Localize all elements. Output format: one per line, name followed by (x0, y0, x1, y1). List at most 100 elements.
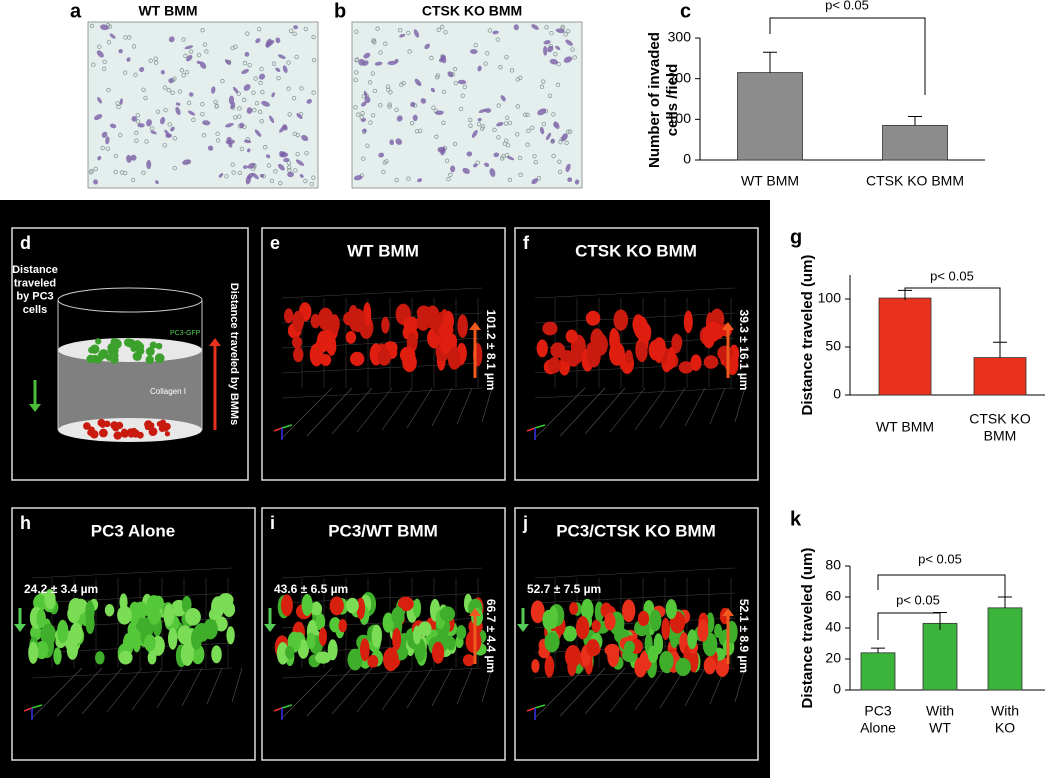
pore (354, 70, 359, 75)
pore (566, 129, 571, 134)
grid-3d (281, 287, 493, 439)
cell-blob (412, 598, 422, 618)
grid-3d-line (281, 287, 483, 299)
axis-icon (281, 424, 293, 429)
cell (126, 154, 132, 163)
x-tick-label: With KO (991, 702, 1019, 735)
pore (101, 66, 107, 71)
cell-blob (381, 316, 390, 334)
cell-blob (439, 606, 456, 622)
cell (259, 174, 265, 178)
pore (365, 143, 370, 148)
cell-blob (310, 601, 323, 616)
pore (311, 34, 316, 40)
cell-blob (132, 601, 149, 619)
pore (475, 160, 480, 165)
pore (167, 122, 172, 127)
pore (518, 172, 523, 178)
cell-blob (613, 309, 629, 331)
grid-3d-line (659, 387, 686, 429)
cell-blob (44, 589, 56, 610)
pore (495, 37, 501, 42)
pore (401, 80, 406, 86)
cell (251, 172, 259, 180)
panel-letter: b (334, 0, 346, 22)
grid-3d-line (559, 667, 606, 717)
pore (544, 25, 549, 30)
cell-blob (163, 603, 175, 627)
pore (505, 143, 511, 148)
cell-blob (371, 624, 382, 648)
cell-blob (310, 313, 321, 329)
cell (94, 114, 103, 121)
grid-3d-line (634, 667, 666, 711)
pore (247, 62, 252, 68)
pore (383, 41, 388, 46)
grid-3d (274, 567, 493, 719)
pore (266, 163, 272, 168)
pore (163, 107, 168, 113)
pore (286, 86, 291, 91)
cell (241, 69, 249, 75)
bar (737, 72, 803, 161)
pore (526, 128, 531, 134)
grid-3d-line (534, 387, 736, 399)
cell-blob (536, 339, 548, 358)
bar (882, 125, 948, 161)
pore (557, 159, 562, 164)
cell (228, 95, 235, 105)
cell-blob (283, 308, 294, 324)
grid-3d-line (734, 387, 746, 423)
grid-3d-line (584, 667, 626, 715)
cell-blob (604, 643, 620, 657)
axis-icon (281, 704, 293, 709)
cell-blob (191, 627, 202, 651)
pore (483, 61, 488, 66)
cell-blob (152, 595, 164, 611)
pore (515, 104, 520, 109)
pore (105, 146, 111, 151)
cell (155, 180, 159, 185)
axis-icon (23, 707, 33, 712)
cell-blob (327, 335, 337, 356)
grid-3d-line (281, 667, 483, 679)
cell (457, 79, 467, 85)
pore (371, 38, 377, 43)
cell (477, 117, 482, 122)
pore (387, 102, 392, 107)
cell-blob (471, 607, 484, 626)
pore (371, 38, 376, 44)
grid-3d-line (356, 387, 393, 433)
pore (515, 132, 520, 137)
cell (244, 51, 250, 57)
pore (130, 177, 136, 183)
pore (233, 115, 238, 120)
cell (543, 45, 548, 56)
diagram-label: Collagen I (150, 387, 186, 396)
cell (202, 120, 211, 126)
cell-blob (714, 623, 723, 638)
grid-3d-line (31, 667, 83, 719)
cell-blob (715, 656, 730, 677)
grid-3d-line (281, 567, 483, 579)
pore (179, 68, 185, 73)
panel-title: CTSK KO BMM (575, 241, 697, 260)
cell (513, 24, 519, 31)
cell (199, 61, 207, 69)
pore (523, 112, 528, 117)
cell-blob (397, 596, 414, 612)
error-bar (908, 115, 922, 126)
cell-blob (317, 307, 334, 331)
pore (294, 54, 299, 60)
pore (452, 66, 458, 72)
cell-blob (569, 602, 579, 615)
pore (214, 103, 219, 109)
grid-3d-line (456, 667, 473, 705)
cell (243, 84, 251, 91)
cell-blob (382, 612, 395, 633)
pore (385, 84, 391, 89)
cell-blob (66, 639, 79, 660)
cell (254, 129, 262, 137)
pore (260, 89, 265, 95)
